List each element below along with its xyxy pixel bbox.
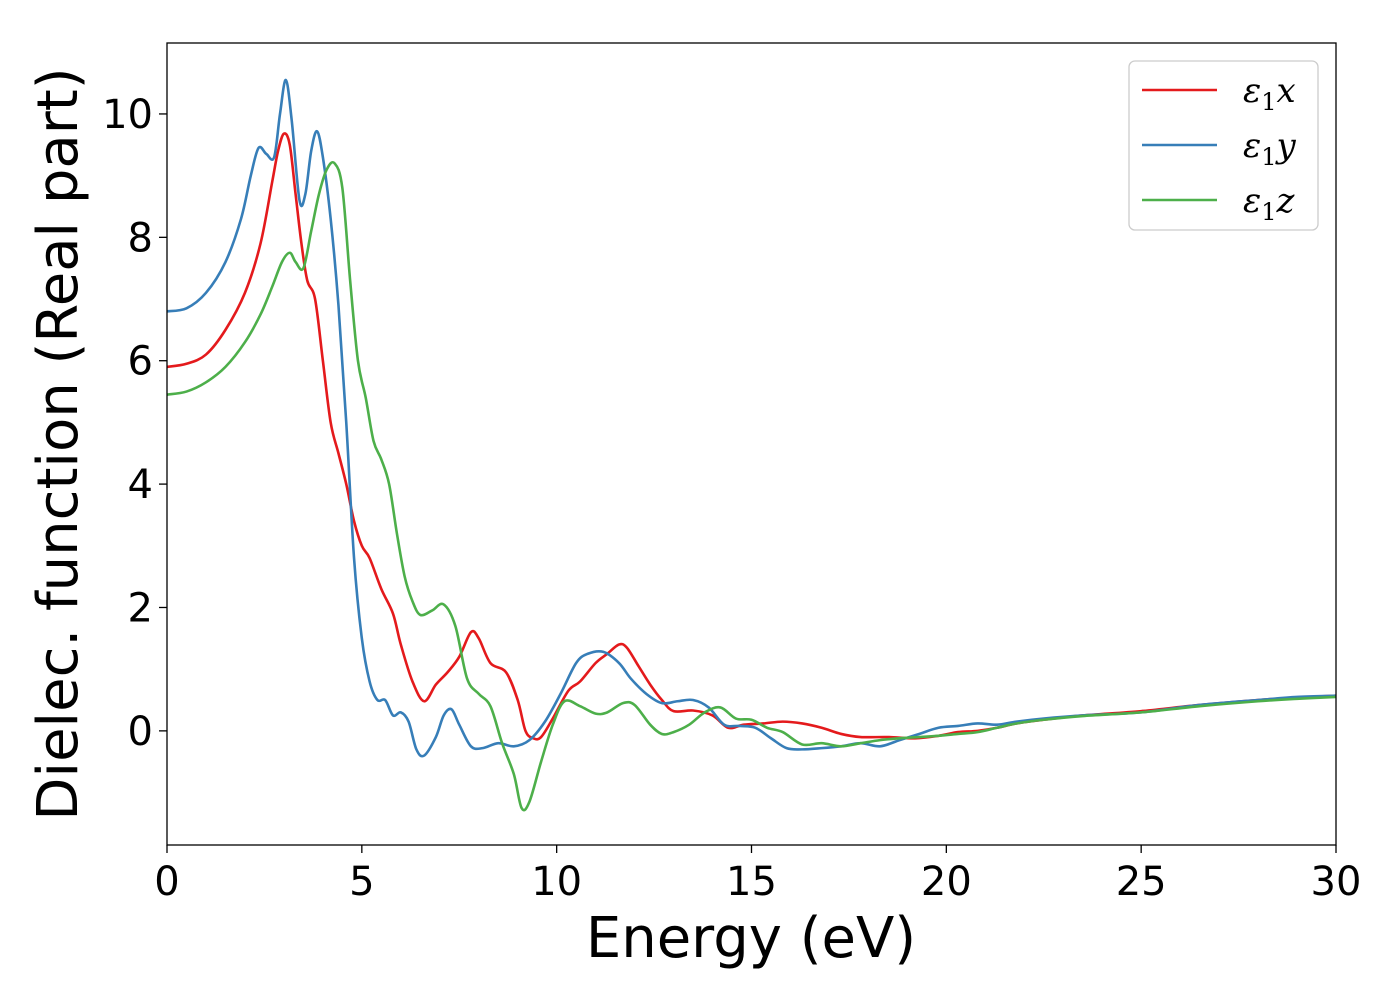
y-tick-label: 4 [128, 462, 153, 508]
legend-label-main: ε [1243, 181, 1261, 221]
y-tick-label: 6 [128, 339, 153, 385]
y-tick-label: 10 [102, 92, 153, 138]
y-axis: 0 2 4 6 8 10 [102, 92, 167, 755]
x-tick-label: 25 [1116, 859, 1167, 905]
series-line-z [167, 160, 1336, 812]
legend-label-x: ε1x [1243, 71, 1296, 116]
legend-label-main: ε [1243, 126, 1261, 166]
x-axis: 0 5 10 15 20 25 30 [154, 845, 1361, 905]
legend-label-main: ε [1243, 71, 1261, 111]
legend-label-subscript: 1 [1261, 198, 1276, 226]
legend-label-component: z [1276, 181, 1296, 221]
x-tick-label: 30 [1311, 859, 1362, 905]
y-tick-label: 0 [128, 709, 153, 755]
x-tick-label: 10 [531, 859, 582, 905]
legend-label-subscript: 1 [1261, 143, 1276, 171]
x-axis-title: Energy (eV) [586, 906, 916, 971]
legend-label-z: ε1z [1243, 181, 1296, 226]
series-layer [167, 78, 1336, 812]
x-tick-label: 20 [921, 859, 972, 905]
y-tick-label: 8 [128, 215, 153, 261]
legend-box [1128, 60, 1319, 231]
x-tick-label: 0 [154, 859, 179, 905]
legend-label-component: x [1277, 71, 1296, 111]
x-tick-label: 15 [726, 859, 777, 905]
y-tick-label: 2 [128, 585, 153, 631]
y-axis-title: Dielec. function (Real part) [26, 67, 91, 820]
legend-label-component: y [1275, 126, 1297, 166]
legend-label-y: ε1y [1243, 126, 1297, 171]
x-tick-label: 5 [349, 859, 374, 905]
legend-label-subscript: 1 [1261, 88, 1276, 116]
